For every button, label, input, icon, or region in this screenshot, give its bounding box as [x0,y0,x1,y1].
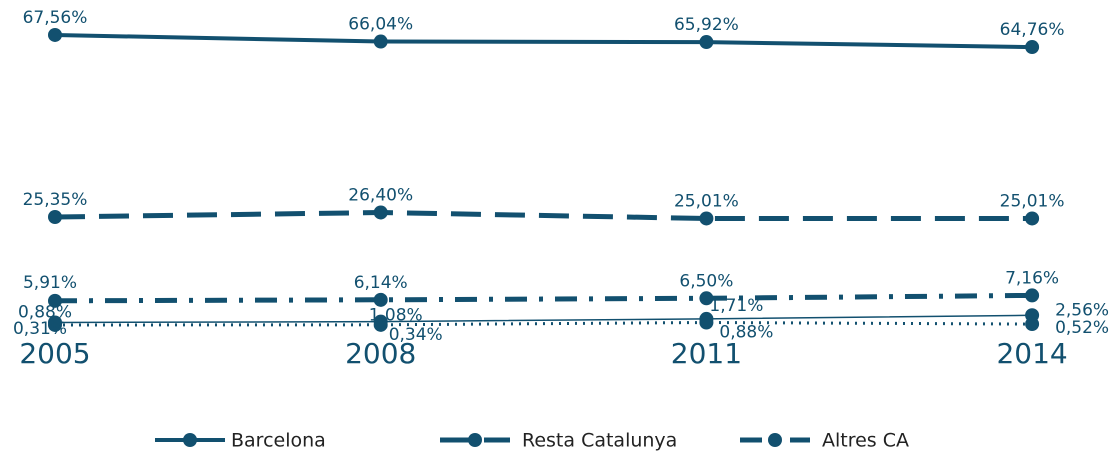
legend-marker [183,433,197,447]
data-label: 64,76% [1000,20,1065,40]
legend-marker [468,433,482,447]
marker [699,315,714,330]
legend-label: Resta Catalunya [522,430,677,452]
x-tick-label: 2008 [345,337,416,370]
legend-label: Barcelona [231,430,326,452]
series-line [54,320,1033,327]
marker [48,293,62,308]
x-tick-label: 2014 [996,337,1067,370]
data-label: 26,40% [348,185,413,205]
marker [1025,211,1040,226]
marker [1025,317,1040,332]
data-label: 65,92% [674,15,739,35]
data-label: 6,50% [679,271,733,291]
data-label: 7,16% [1005,268,1059,288]
data-label: 0,88% [18,303,72,323]
marker [699,291,714,306]
data-label: 0,34% [389,325,443,345]
marker [373,317,388,332]
data-label: 1,08% [369,306,423,326]
series-line [54,292,1033,304]
marker [48,209,62,224]
series-line [54,314,1033,324]
x-tick-label: 2011 [671,337,742,370]
marker [1025,288,1040,303]
data-label: 0,31% [13,319,67,339]
data-label: 2,56% [1055,300,1109,320]
marker [373,34,388,49]
marker [699,35,714,50]
data-label: 0,52% [1055,318,1109,338]
legend-label: Altres CA [822,430,909,452]
marker [48,317,62,332]
data-label: 1,71% [709,296,763,316]
marker [373,292,388,307]
data-label: 0,88% [719,323,773,343]
data-label: 66,04% [348,15,413,35]
data-label: 25,35% [23,190,88,210]
marker [1025,40,1040,55]
data-label: 67,56% [23,8,88,28]
data-label: 6,14% [354,273,408,293]
data-label: 25,01% [674,191,739,211]
data-label: 5,91% [23,273,77,293]
marker [373,205,388,220]
series-line [54,209,1033,221]
marker [699,211,714,226]
data-label: 25,01% [1000,191,1065,211]
legend-marker [768,433,782,447]
x-tick-label: 2005 [19,337,90,370]
series-line [54,33,1033,50]
marker [48,27,62,42]
